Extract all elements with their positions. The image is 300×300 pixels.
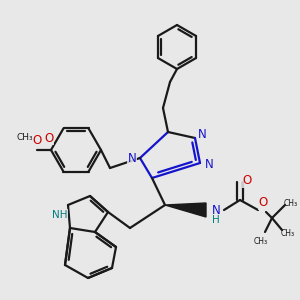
Text: CH₃: CH₃ xyxy=(284,199,298,208)
Text: N: N xyxy=(212,205,220,218)
Text: O: O xyxy=(32,134,42,148)
Text: N: N xyxy=(198,128,206,142)
Text: CH₃: CH₃ xyxy=(17,133,33,142)
Text: O: O xyxy=(258,196,268,209)
Text: CH₃: CH₃ xyxy=(254,236,268,245)
Polygon shape xyxy=(165,203,206,217)
Text: O: O xyxy=(242,175,252,188)
Text: NH: NH xyxy=(52,210,68,220)
Text: N: N xyxy=(205,158,213,172)
Text: N: N xyxy=(128,152,136,166)
Text: O: O xyxy=(44,131,54,145)
Text: CH₃: CH₃ xyxy=(281,229,295,238)
Text: H: H xyxy=(212,215,220,225)
